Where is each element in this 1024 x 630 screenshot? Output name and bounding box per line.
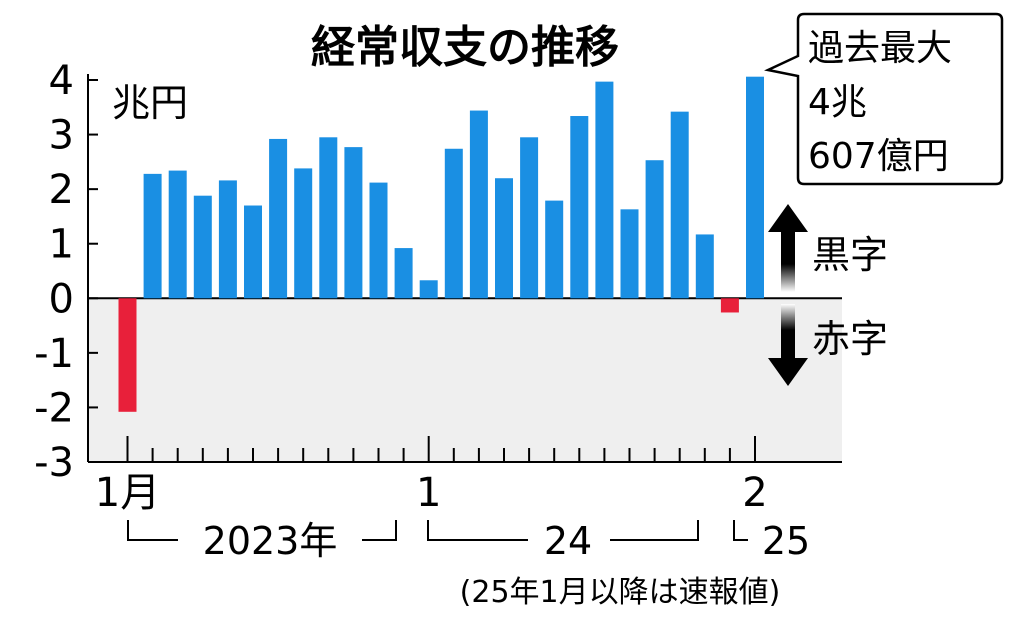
chart-title: 経常収支の推移 xyxy=(311,22,619,73)
bar-2023-01 xyxy=(118,298,137,412)
deficit-arrow xyxy=(768,304,808,386)
bar-2023-09 xyxy=(319,137,338,299)
bar-2024-05 xyxy=(520,137,539,299)
y-tick-label: -3 xyxy=(34,440,74,486)
y-unit-label: 兆円 xyxy=(112,81,188,125)
bar-2024-06 xyxy=(545,200,564,299)
bar-2025-01 xyxy=(720,298,739,313)
footnote: (25年1月以降は速報値) xyxy=(460,575,781,610)
bar-2024-01 xyxy=(419,280,438,299)
bar-2023-10 xyxy=(344,147,363,299)
bar-2023-08 xyxy=(294,168,313,299)
y-tick-label: 2 xyxy=(49,167,74,213)
bar-2024-04 xyxy=(495,178,513,299)
bars xyxy=(118,76,764,412)
record-callout: 過去最大 4兆 607億円 xyxy=(764,12,1004,186)
callout-line3: 607億円 xyxy=(808,136,949,177)
deficit-label: 赤字 xyxy=(812,317,888,361)
callout-line2: 4兆 xyxy=(808,82,867,123)
bar-2024-10 xyxy=(645,160,664,299)
x-tick-label: 1月 xyxy=(95,470,160,516)
y-tick-label: -1 xyxy=(34,331,74,377)
x-tick-label: 2 xyxy=(742,470,767,516)
bar-2023-12 xyxy=(394,248,413,299)
axes xyxy=(87,74,842,463)
year-label-2023: 2023年 xyxy=(203,519,338,563)
bar-2024-09 xyxy=(620,209,639,299)
bar-2023-07 xyxy=(269,138,288,299)
bar-2023-06 xyxy=(244,205,262,299)
y-tick-labels: 4 3 2 1 0 -1 -2 -3 xyxy=(34,58,74,486)
y-tick-label: 3 xyxy=(49,113,74,159)
bar-2023-05 xyxy=(218,180,237,299)
bar-2024-11 xyxy=(670,111,689,299)
bar-2023-11 xyxy=(369,182,388,299)
y-tick-label: -2 xyxy=(34,385,74,431)
bar-2024-02 xyxy=(444,148,463,299)
surplus-arrow xyxy=(768,204,808,292)
bar-2024-08 xyxy=(595,81,614,299)
y-tick-label: 0 xyxy=(49,276,74,322)
bar-2023-04 xyxy=(193,195,212,299)
bar-2023-02 xyxy=(143,173,162,299)
y-tick-label: 4 xyxy=(49,58,74,104)
bar-2025-02 xyxy=(746,76,764,299)
bar-2024-07 xyxy=(570,116,589,299)
year-brackets xyxy=(127,520,748,541)
surplus-label: 黒字 xyxy=(812,233,888,277)
bar-2024-03 xyxy=(469,110,488,299)
callout-line1: 過去最大 xyxy=(808,28,952,69)
bar-2023-03 xyxy=(168,170,187,299)
year-label-2025: 25 xyxy=(762,519,810,563)
year-label-2024: 24 xyxy=(544,519,592,563)
bar-2024-12 xyxy=(695,234,714,299)
x-ticks: 1月 1 2 xyxy=(95,436,768,516)
x-tick-label: 1 xyxy=(416,470,441,516)
y-tick-label: 1 xyxy=(49,222,74,268)
negative-region xyxy=(88,298,842,462)
